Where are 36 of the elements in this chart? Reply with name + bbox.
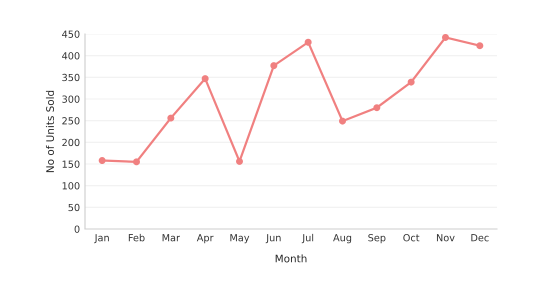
point <box>304 38 312 46</box>
y-tick-label: 150 <box>62 160 80 168</box>
x-tick-label: Oct <box>403 234 420 242</box>
x-tick-label: Jun <box>266 234 281 244</box>
point <box>476 42 484 50</box>
y-tick-label: 50 <box>68 204 80 212</box>
x-tick-label: Feb <box>128 234 145 242</box>
x-tick-label: Aug <box>333 234 352 244</box>
y-tick-label: 300 <box>62 95 80 103</box>
y-tick-label: 250 <box>62 117 80 124</box>
point <box>236 158 243 165</box>
y-tick-label: 100 <box>62 182 80 190</box>
point <box>339 118 346 125</box>
y-tick-label: 400 <box>62 52 80 60</box>
point <box>270 62 278 70</box>
point <box>167 114 174 122</box>
y-axis-title: No of Units Sold <box>46 90 54 172</box>
x-tick-label: Sep <box>368 234 386 244</box>
point <box>133 158 140 166</box>
y-tick-label: 450 <box>62 30 80 38</box>
x-tick-label: Apr <box>196 234 214 244</box>
point <box>98 157 106 164</box>
x-tick-label: Jul <box>302 234 314 244</box>
x-tick-label: Dec <box>471 234 489 242</box>
x-tick-label: Mar <box>162 234 180 242</box>
x-tick-label: Jan <box>94 234 109 244</box>
y-tick-label: 200 <box>62 138 80 146</box>
y-tick-label: 0 <box>74 225 80 233</box>
x-tick-label: Nov <box>436 234 455 242</box>
point <box>408 78 415 86</box>
point <box>202 75 209 82</box>
point <box>373 104 380 112</box>
y-tick-label: 350 <box>62 74 80 82</box>
x-axis-title: Month <box>276 254 306 262</box>
point <box>442 34 449 41</box>
x-tick-label: May <box>230 234 250 244</box>
